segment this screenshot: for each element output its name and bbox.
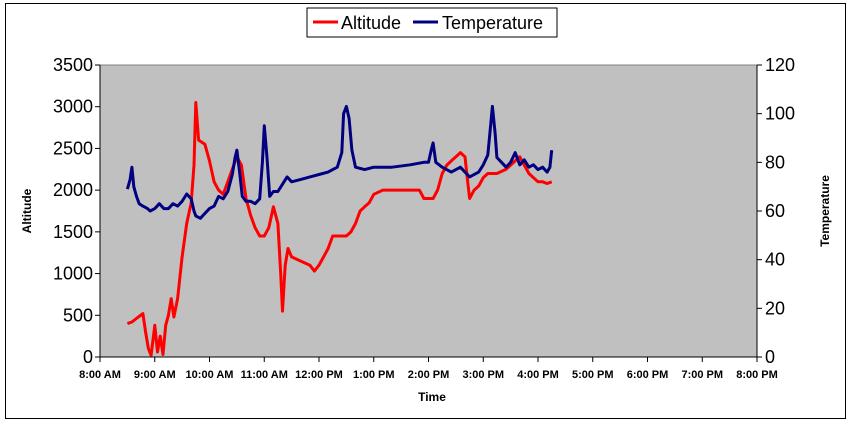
x-tick-label: 12:00 PM [295, 369, 343, 381]
x-tick-label: 8:00 PM [736, 369, 778, 381]
x-tick-label: 8:00 AM [79, 369, 121, 381]
y-right-tick-label: 120 [765, 55, 795, 75]
y-right-tick-label: 20 [765, 298, 785, 318]
x-tick-label: 9:00 AM [134, 369, 176, 381]
axes: 0 500 1000 1500 2000 2500 3000 3500 0 20 40 60 80 100… [53, 55, 795, 381]
y-left-tick-label: 2000 [53, 180, 93, 200]
y-axis-left-title: Altitude [20, 188, 34, 233]
series-line-altitude [126, 101, 553, 357]
legend-label-altitude: Altitude [341, 13, 401, 33]
y-left-tick-label: 0 [83, 347, 93, 367]
y-left-tick-label: 1000 [53, 264, 93, 284]
x-tick-label: 4:00 PM [517, 369, 559, 381]
y-right-tick-label: 0 [765, 347, 775, 367]
legend: Altitude Temperature [306, 7, 558, 38]
x-axis-title: Time [418, 390, 446, 404]
plot-area [99, 64, 758, 358]
x-tick-label: 3:00 PM [462, 369, 504, 381]
series-line-temperature [125, 104, 554, 220]
y-right-tick-label: 40 [765, 250, 785, 270]
y-right-tick-label: 60 [765, 201, 785, 221]
x-tick-label: 6:00 PM [627, 369, 669, 381]
x-tick-label: 1:00 PM [353, 369, 395, 381]
legend-label-temperature: Temperature [442, 13, 543, 33]
y-left-tick-label: 3000 [53, 97, 93, 117]
x-tick-label: 2:00 PM [408, 369, 450, 381]
x-tick-label: 11:00 AM [241, 369, 288, 381]
series-layer [125, 101, 554, 357]
y-right-tick-label: 100 [765, 104, 795, 124]
x-tick-label: 7:00 PM [681, 369, 723, 381]
x-tick-label: 10:00 AM [186, 369, 234, 381]
y-axis-right-title: Temperature [818, 175, 832, 247]
y-left-tick-label: 500 [63, 305, 93, 325]
y-left-tick-label: 3500 [53, 55, 93, 75]
x-tick-label: 5:00 PM [572, 369, 614, 381]
y-right-tick-label: 80 [765, 152, 785, 172]
y-left-tick-label: 1500 [53, 222, 93, 242]
y-left-tick-label: 2500 [53, 138, 93, 158]
